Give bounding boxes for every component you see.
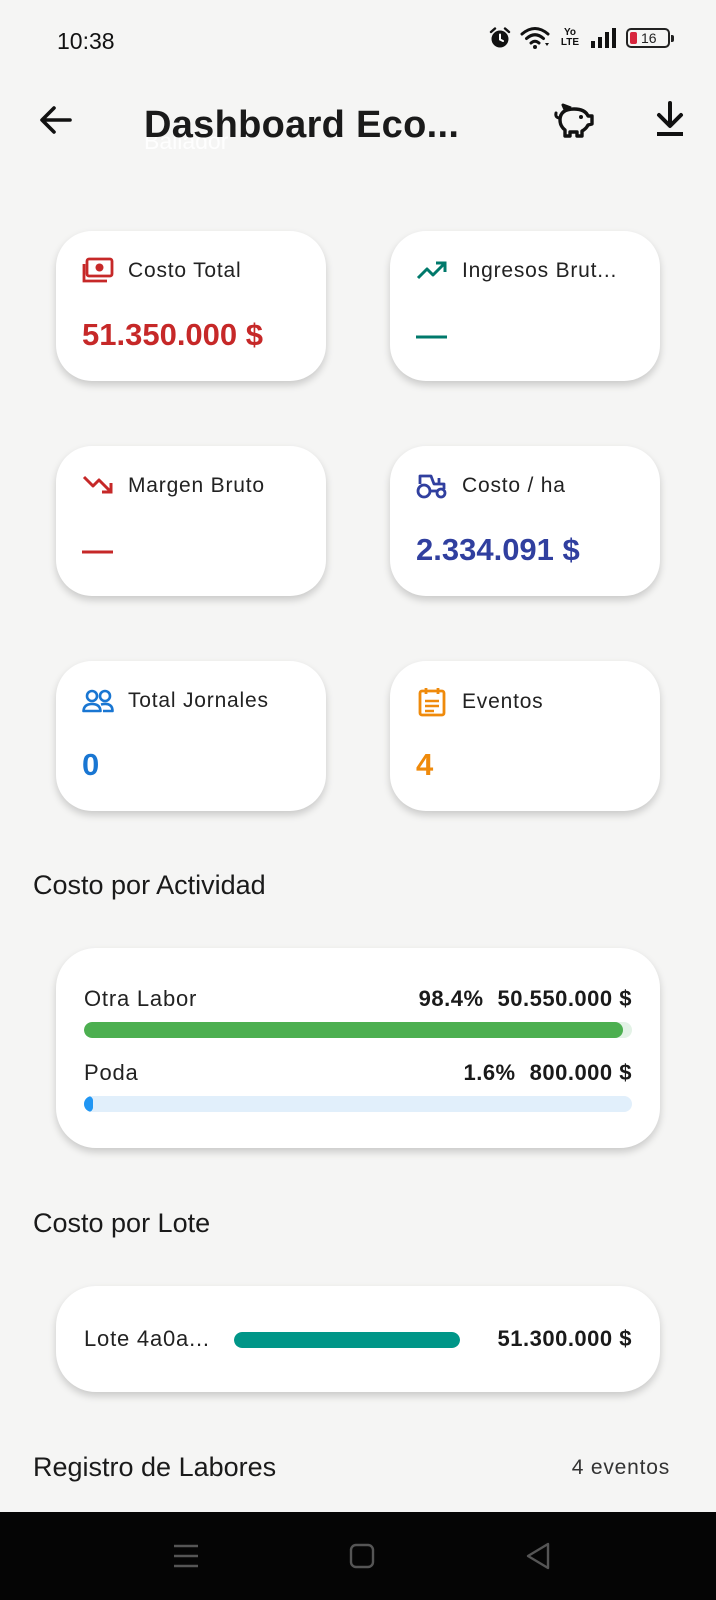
battery-level: 16 (641, 30, 657, 46)
savings-button[interactable] (552, 98, 596, 142)
calendar-icon (418, 688, 446, 717)
people-icon (82, 689, 114, 713)
section-title-registro: Registro de Labores (33, 1452, 277, 1482)
lote-bar-fill (234, 1332, 460, 1348)
nav-home-button[interactable] (342, 1538, 382, 1574)
costo-actividad-card: Otra Labor 98.4% 50.550.000 $ Poda 1.6% 80… (56, 948, 660, 1148)
activity-bar-fill (84, 1022, 624, 1038)
menu-icon (174, 1544, 198, 1568)
volte-indicator: Yo LTE (560, 27, 580, 48)
app-bar: Bailador Dashboard Eco... (0, 84, 716, 174)
kpi-card-costo-total: Costo Total 51.350.000 $ (56, 231, 326, 381)
battery-icon: 16 (626, 28, 674, 48)
section-title-costo-actividad: Costo por Actividad (33, 870, 266, 900)
back-button[interactable] (36, 100, 76, 140)
status-bar: 10:38 Yo LTE 16 (0, 0, 716, 84)
activity-percent: 98.4% (418, 986, 484, 1011)
costo-lote-card: Lote 4a0a... 51.300.000 $ (56, 1286, 660, 1392)
kpi-label: Costo / ha (462, 474, 566, 497)
piggy-bank-icon (554, 103, 594, 138)
lote-name: Lote 4a0a... (84, 1326, 210, 1351)
nav-menu-button[interactable] (166, 1538, 206, 1574)
signal-icon (591, 28, 616, 48)
kpi-value: 51.350.000 $ (82, 317, 264, 352)
lote-bar-track (234, 1332, 460, 1348)
kpi-label: Margen Bruto (128, 474, 265, 497)
trending-up-icon (416, 261, 447, 280)
kpi-value: 2.334.091 $ (416, 532, 580, 567)
kpi-card-total-jornales: Total Jornales 0 (56, 661, 326, 811)
status-time: 10:38 (57, 28, 115, 54)
registro-count: 4 eventos (571, 1456, 670, 1479)
kpi-card-margen-bruto: Margen Bruto — (56, 446, 326, 596)
alarm-icon (489, 27, 511, 48)
kpi-label: Eventos (462, 690, 544, 713)
wifi-icon (520, 27, 550, 49)
kpi-value: 0 (82, 747, 100, 782)
money-icon (82, 257, 114, 283)
activity-name: Otra Labor (84, 986, 198, 1011)
back-triangle-icon (526, 1542, 550, 1570)
nav-back-button[interactable] (518, 1538, 558, 1574)
download-icon (657, 101, 683, 136)
activity-amount: 50.550.000 $ (497, 986, 632, 1011)
kpi-card-costo-ha: Costo / ha 2.334.091 $ (390, 446, 660, 596)
home-square-icon (349, 1543, 375, 1569)
kpi-value: 4 (416, 747, 434, 782)
page-title: Dashboard Eco... (144, 104, 460, 146)
arrow-left-icon (40, 106, 72, 134)
download-button[interactable] (650, 98, 690, 142)
kpi-value: — (416, 317, 447, 352)
activity-name: Poda (84, 1060, 139, 1085)
activity-percent: 1.6% (463, 1060, 516, 1085)
tractor-icon (416, 474, 447, 499)
kpi-label: Total Jornales (128, 689, 269, 712)
activity-row: Otra Labor 98.4% 50.550.000 $ (84, 986, 632, 1038)
kpi-label: Ingresos Brut... (462, 259, 618, 282)
page-subtitle: Bailador (144, 128, 229, 154)
activity-bar-fill (84, 1096, 93, 1112)
activity-bar-track (84, 1022, 632, 1038)
section-title-costo-lote: Costo por Lote (33, 1208, 211, 1238)
status-icons: Yo LTE 16 (488, 26, 674, 50)
activity-figures: 98.4% 50.550.000 $ (419, 986, 632, 1012)
lote-amount: 51.300.000 $ (497, 1326, 632, 1351)
trending-down-icon (82, 475, 113, 494)
activity-amount: 800.000 $ (529, 1060, 632, 1085)
activity-row: Poda 1.6% 800.000 $ (84, 1060, 632, 1112)
kpi-value: — (82, 532, 113, 567)
activity-figures: 1.6% 800.000 $ (463, 1060, 632, 1086)
kpi-card-ingresos-brutos: Ingresos Brut... — (390, 231, 660, 381)
system-nav-bar (0, 1512, 716, 1600)
activity-bar-track (84, 1096, 632, 1112)
kpi-card-eventos: Eventos 4 (390, 661, 660, 811)
kpi-label: Costo Total (128, 259, 242, 282)
